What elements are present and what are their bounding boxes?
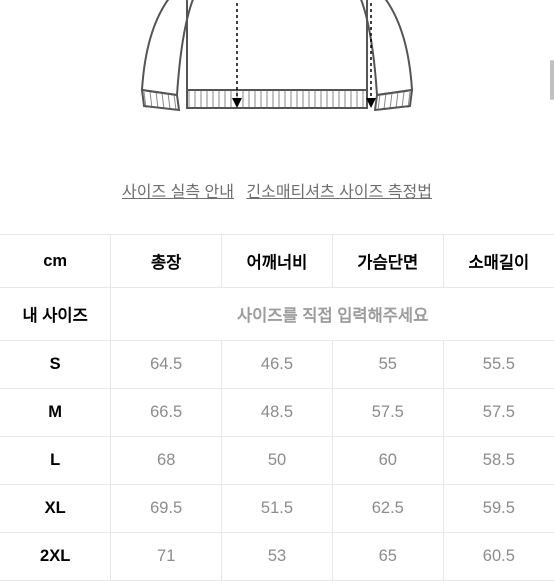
size-table: cm 총장 어깨너비 가슴단면 소매길이 내 사이즈 사이즈를 직접 입력해주세… [0, 234, 554, 581]
size-value: 57.5 [332, 389, 443, 437]
table-row: M66.548.557.557.5 [0, 389, 554, 437]
size-value: 60 [332, 437, 443, 485]
table-row: 2XL71536560.5 [0, 533, 554, 581]
scrollbar-thumb[interactable] [550, 60, 554, 100]
size-actual-guide-link[interactable]: 사이즈 실측 안내 [122, 184, 234, 201]
size-value: 68 [111, 437, 222, 485]
size-value: 64.5 [111, 341, 222, 389]
size-value: 50 [222, 437, 333, 485]
size-value: 71 [111, 533, 222, 581]
size-value: 69.5 [111, 485, 222, 533]
col-header: 소매길이 [443, 235, 554, 288]
sweater-illustration [97, 0, 457, 140]
size-value: 48.5 [222, 389, 333, 437]
my-size-label: 내 사이즈 [0, 288, 111, 341]
table-header-row: cm 총장 어깨너비 가슴단면 소매길이 [0, 235, 554, 288]
unit-header: cm [0, 235, 111, 288]
size-value: 58.5 [443, 437, 554, 485]
size-value: 55 [332, 341, 443, 389]
table-row: S64.546.55555.5 [0, 341, 554, 389]
table-row: L68506058.5 [0, 437, 554, 485]
size-value: 51.5 [222, 485, 333, 533]
size-value: 60.5 [443, 533, 554, 581]
size-label: S [0, 341, 111, 389]
my-size-input-placeholder[interactable]: 사이즈를 직접 입력해주세요 [111, 288, 554, 341]
size-label: L [0, 437, 111, 485]
table-row: XL69.551.562.559.5 [0, 485, 554, 533]
col-header: 가슴단면 [332, 235, 443, 288]
size-value: 53 [222, 533, 333, 581]
col-header: 총장 [111, 235, 222, 288]
size-value: 46.5 [222, 341, 333, 389]
my-size-row[interactable]: 내 사이즈 사이즈를 직접 입력해주세요 [0, 288, 554, 341]
size-label: M [0, 389, 111, 437]
guide-links: 사이즈 실측 안내 긴소매티셔츠 사이즈 측정법 [0, 178, 554, 202]
col-header: 어깨너비 [222, 235, 333, 288]
size-value: 57.5 [443, 389, 554, 437]
size-label: 2XL [0, 533, 111, 581]
size-value: 62.5 [332, 485, 443, 533]
longsleeve-measure-method-link[interactable]: 긴소매티셔츠 사이즈 측정법 [246, 184, 432, 201]
size-value: 65 [332, 533, 443, 581]
size-value: 66.5 [111, 389, 222, 437]
size-label: XL [0, 485, 111, 533]
garment-diagram: 총장 소매길이 [97, 0, 457, 150]
size-value: 59.5 [443, 485, 554, 533]
size-value: 55.5 [443, 341, 554, 389]
